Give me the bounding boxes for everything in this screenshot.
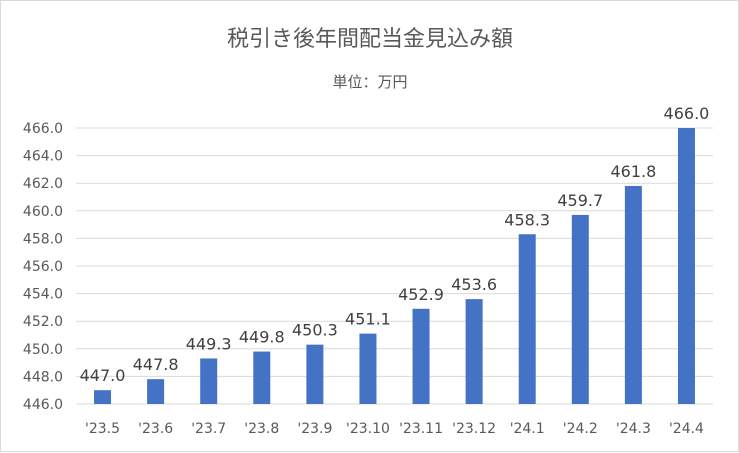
data-label: 459.7: [557, 191, 603, 210]
x-tick-label: '23.6: [138, 421, 173, 437]
chart-subtitle: 単位：万円: [332, 73, 407, 91]
y-tick-label: 456.0: [23, 259, 63, 275]
x-tick-label: '23.8: [244, 421, 279, 437]
x-tick-label: '24.1: [510, 421, 545, 437]
x-axis-ticks: '23.5 '23.6 '23.7 '23.8 '23.9 '23.10 '23.11 '23…: [85, 421, 704, 437]
data-label: 451.1: [345, 310, 391, 329]
data-label: 447.0: [80, 366, 126, 385]
bar: [624, 185, 642, 404]
bar: [94, 390, 112, 404]
chart-title: 税引き後年間配当金見込み額: [227, 27, 513, 52]
bar: [571, 214, 589, 404]
x-tick-label: '23.10: [346, 421, 390, 437]
y-tick-label: 458.0: [23, 231, 63, 247]
y-tick-label: 454.0: [23, 287, 63, 303]
data-label: 449.8: [239, 328, 285, 347]
x-tick-label: '23.9: [297, 421, 332, 437]
y-tick-label: 446.0: [23, 397, 63, 413]
data-label: 447.8: [133, 355, 179, 374]
x-tick-label: '23.12: [452, 421, 496, 437]
x-tick-label: '24.3: [616, 421, 651, 437]
y-tick-label: 450.0: [23, 342, 63, 358]
data-label: 450.3: [292, 321, 338, 340]
y-tick-label: 464.0: [23, 149, 63, 165]
bar: [306, 344, 324, 404]
data-label: 453.6: [451, 275, 497, 294]
data-label: 466.0: [664, 104, 710, 123]
data-label: 452.9: [398, 285, 444, 304]
y-tick-label: 448.0: [23, 369, 63, 385]
y-tick-label: 462.0: [23, 176, 63, 192]
x-tick-label: '24.4: [669, 421, 704, 437]
bar: [200, 358, 218, 404]
y-tick-label: 460.0: [23, 204, 63, 220]
data-label: 461.8: [610, 162, 656, 181]
y-tick-label: 452.0: [23, 314, 63, 330]
bars: [94, 128, 695, 404]
data-label: 458.3: [504, 210, 550, 229]
bar: [518, 234, 536, 404]
bar: [253, 351, 271, 404]
y-axis-ticks: 446.0 448.0 450.0 452.0 454.0 456.0 458.0 460.0…: [23, 121, 63, 413]
bar: [147, 379, 165, 404]
x-tick-label: '24.2: [563, 421, 598, 437]
x-tick-label: '23.5: [85, 421, 120, 437]
gridlines: [76, 127, 713, 405]
bar: [412, 308, 430, 404]
y-tick-label: 466.0: [23, 121, 63, 137]
bar: [465, 299, 483, 404]
data-label: 449.3: [186, 334, 232, 353]
bar: [677, 128, 695, 404]
x-tick-label: '23.7: [191, 421, 226, 437]
bar: [359, 333, 377, 404]
data-labels: 447.0 447.8 449.3 449.8 450.3 451.1 452.9 453.6…: [80, 104, 710, 385]
x-tick-label: '23.11: [399, 421, 443, 437]
